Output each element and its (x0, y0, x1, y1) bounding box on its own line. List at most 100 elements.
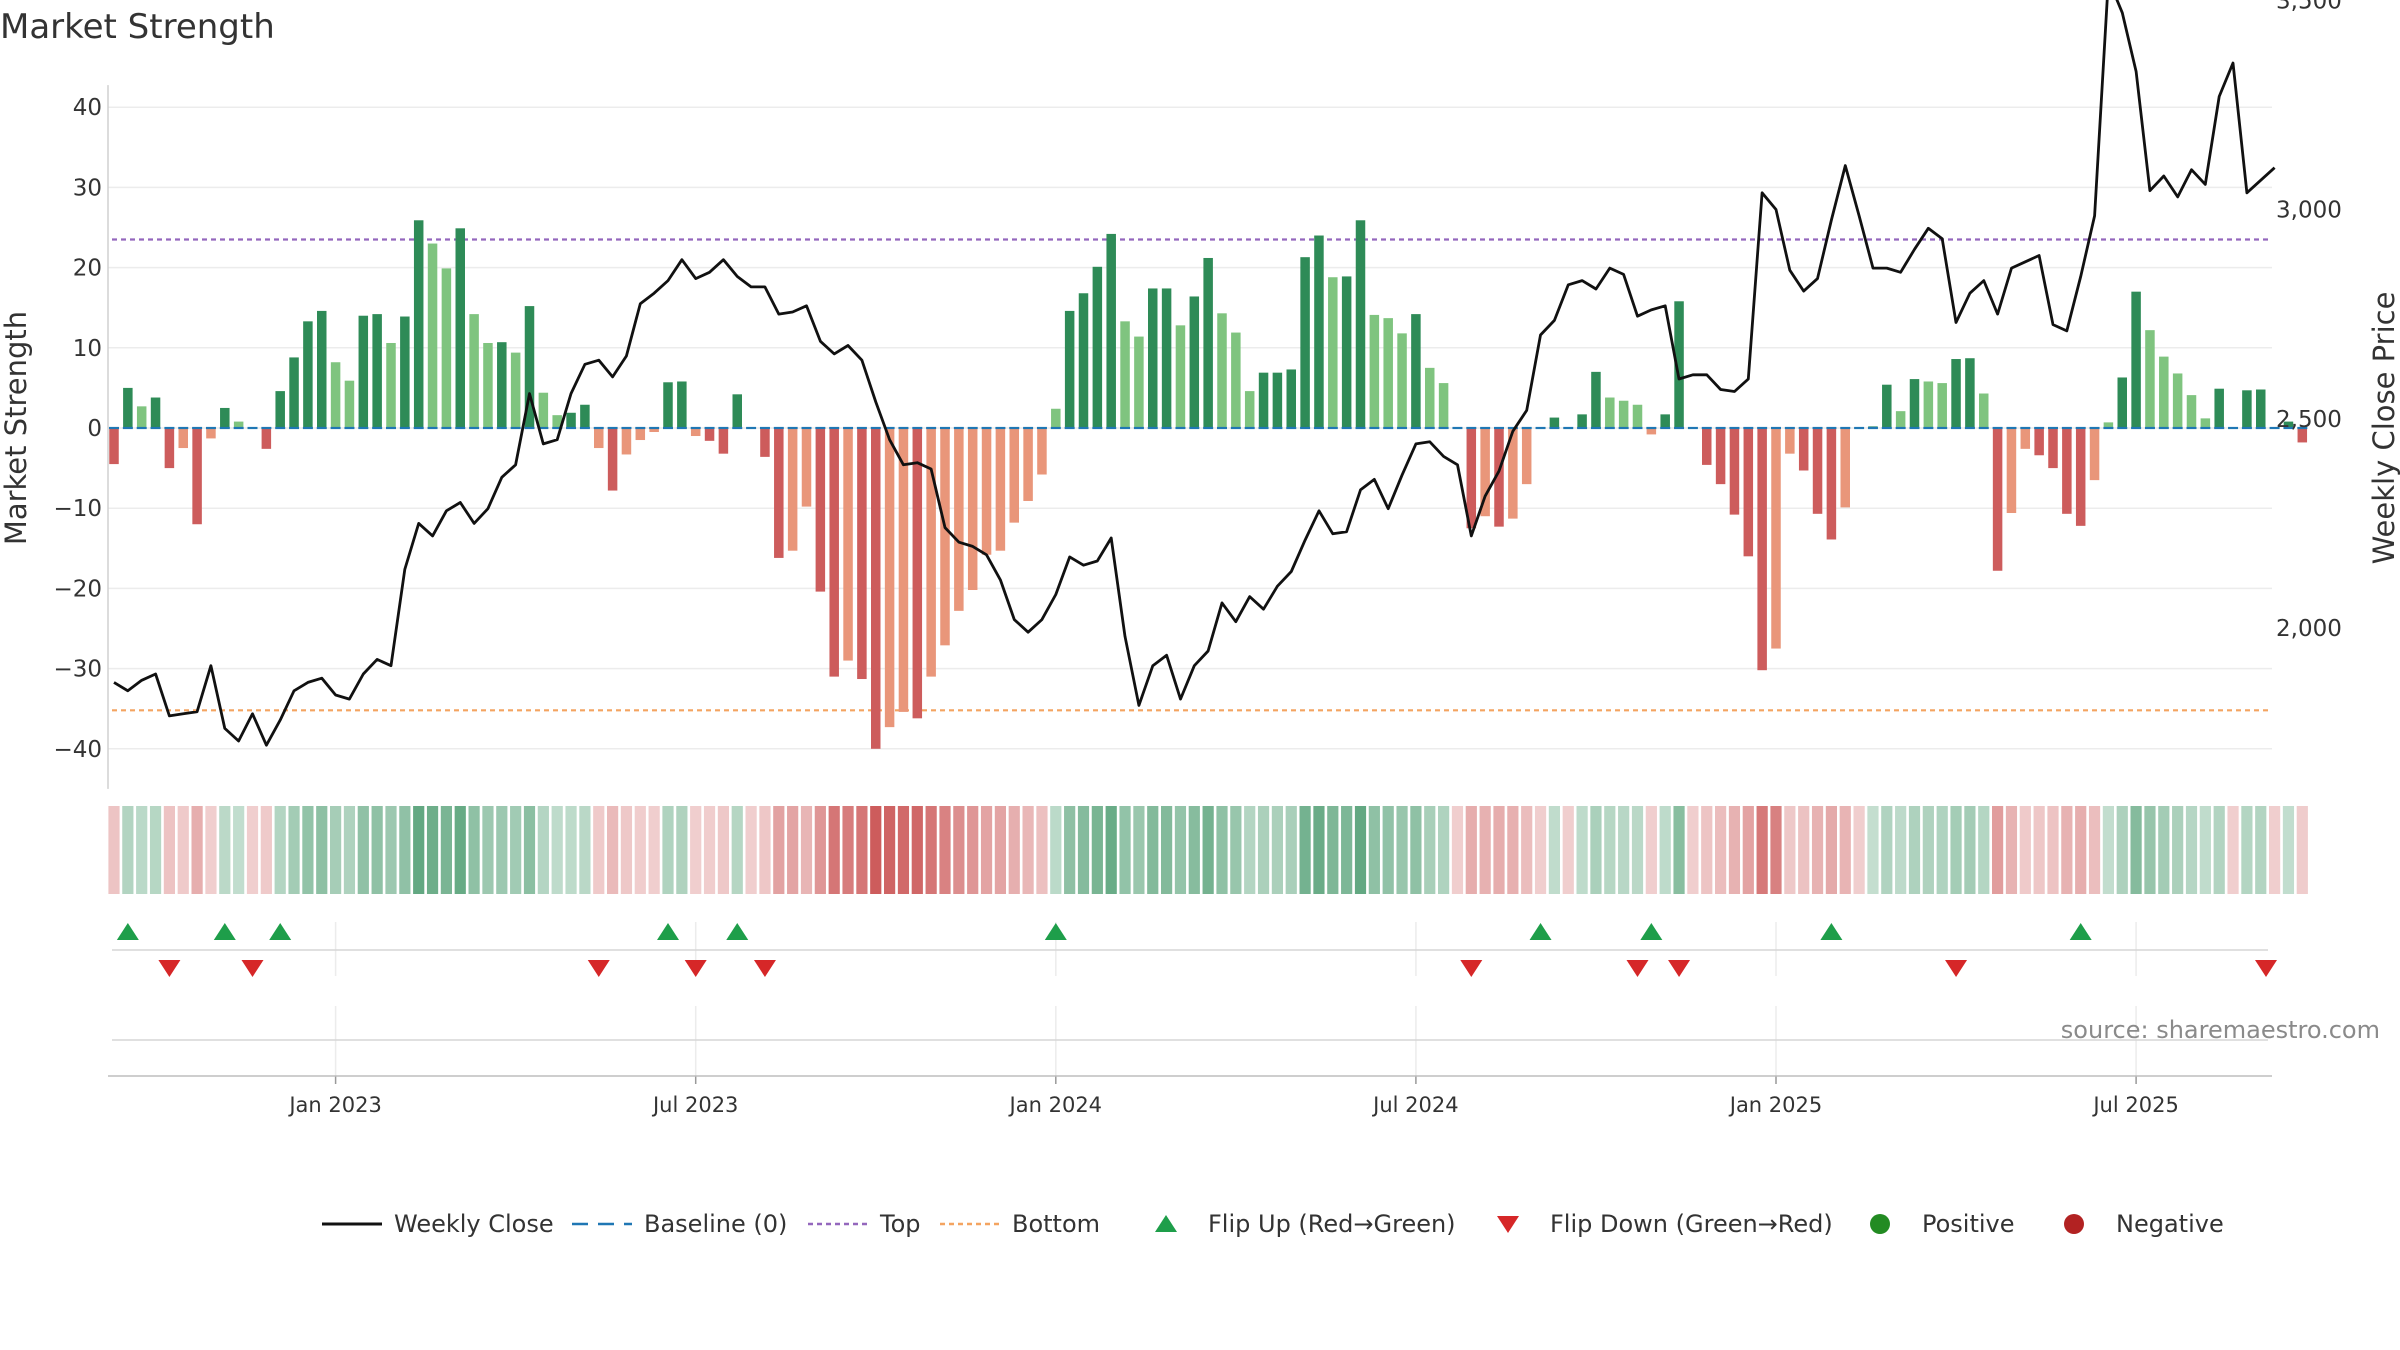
band-cell (1424, 806, 1436, 894)
band-cell (1257, 806, 1270, 894)
strength-bar (1009, 428, 1019, 523)
band-cell (925, 806, 937, 894)
legend-item: Flip Up (Red→Green) (1155, 1210, 1456, 1238)
band-cell (731, 806, 743, 894)
strength-bar (1203, 257, 1213, 428)
legend-swatch-flip-up (1155, 1215, 1177, 1232)
band-cell (468, 806, 480, 894)
band-cell (454, 806, 466, 894)
band-cell (1825, 806, 1837, 894)
band-cell (648, 806, 660, 894)
band-cell (939, 806, 951, 894)
band-cell (565, 806, 577, 894)
x-tick-label: Jul 2024 (1371, 1093, 1458, 1117)
band-cell (551, 806, 563, 894)
y-tick-left: −10 (53, 496, 102, 522)
strength-bar (2256, 389, 2266, 428)
band-cell (1798, 806, 1810, 894)
band-cell (1604, 806, 1616, 894)
band-cell (1341, 806, 1353, 894)
band-cell (2144, 806, 2156, 894)
band-cell (1216, 806, 1228, 894)
strength-bar (649, 428, 659, 433)
strength-bar (2242, 390, 2252, 428)
strength-bar (2075, 428, 2086, 526)
strength-bar (2089, 428, 2100, 481)
strength-bar (441, 268, 452, 428)
band-cell (897, 806, 910, 894)
axes: 40 30 20 10 0 −10 −20 −30 −40 3,500 3,000 2,500 2,00… (53, 0, 2341, 1117)
band-cell (1521, 806, 1533, 894)
strength-bar (1092, 266, 1103, 428)
strength-bar (1341, 276, 1352, 428)
strength-bar (1674, 301, 1684, 428)
band-cell (2185, 806, 2198, 894)
strength-bar (1120, 321, 1130, 428)
band-cell (1202, 806, 1214, 894)
band-cell (1839, 806, 1851, 894)
strength-bar (483, 342, 493, 428)
strength-bar (1826, 428, 1837, 540)
legend-item: Weekly Close (322, 1210, 554, 1238)
strength-bar (1480, 428, 1490, 517)
strength-bar (635, 428, 646, 441)
x-tick-label: Jan 2023 (287, 1093, 382, 1117)
band-cell (1438, 806, 1450, 894)
legend: Weekly Close Baseline (0) Top Bottom Flip Up… (322, 1210, 2224, 1238)
strength-bar (427, 243, 438, 428)
band-cell (759, 806, 771, 894)
band-cell (1950, 806, 1962, 894)
band-cell (343, 806, 356, 894)
strength-bar (2159, 356, 2169, 428)
band-cell (1133, 806, 1145, 894)
strength-bar (704, 428, 715, 441)
band-cell (288, 806, 300, 894)
flip-markers (116, 923, 2277, 977)
strength-bar (330, 362, 341, 428)
strength-bar (1051, 408, 1061, 428)
flip-down-marker (753, 960, 776, 977)
band-cell (1368, 806, 1380, 894)
strength-bar (261, 428, 272, 449)
band-cell (2296, 806, 2308, 894)
band-cell (980, 806, 993, 894)
band-cell (510, 806, 522, 894)
flip-up-marker (1820, 923, 1843, 940)
band-cell (1147, 806, 1159, 894)
band-cell (2227, 806, 2239, 894)
band-cell (607, 806, 619, 894)
band-cell (1050, 806, 1062, 894)
band-cell (2130, 806, 2142, 894)
y-tick-left: 20 (73, 256, 102, 282)
strength-bar (981, 428, 992, 555)
strength-bar (1175, 325, 1186, 428)
legend-label: Negative (2116, 1210, 2224, 1238)
strength-bar (497, 342, 507, 428)
band-cell (828, 806, 840, 894)
band-cell (2005, 806, 2018, 894)
band-cell (1382, 806, 1394, 894)
band-cell (579, 806, 591, 894)
band-cell (2158, 806, 2170, 894)
legend-item: Positive (1870, 1210, 2015, 1238)
band-cell (814, 806, 826, 894)
strength-bar (1923, 381, 1934, 428)
band-cell (911, 806, 923, 894)
strength-bar (1605, 397, 1615, 428)
band-cell (1534, 806, 1547, 894)
strength-bars (109, 220, 2308, 749)
band-cell (2102, 806, 2114, 894)
band-cell (1327, 806, 1339, 894)
band-cell (842, 806, 854, 894)
strength-bar (2034, 428, 2044, 456)
band-cell (717, 806, 729, 894)
band-cell (177, 806, 189, 894)
band-cell (233, 806, 245, 894)
band-cell (1410, 806, 1422, 894)
flip-up-marker (657, 923, 679, 940)
y-axis-label-left: Market Strength (0, 311, 33, 545)
band-cell (870, 806, 882, 894)
band-cell (1728, 806, 1741, 894)
band-cell (856, 806, 868, 894)
y-tick-left: −20 (53, 576, 102, 602)
